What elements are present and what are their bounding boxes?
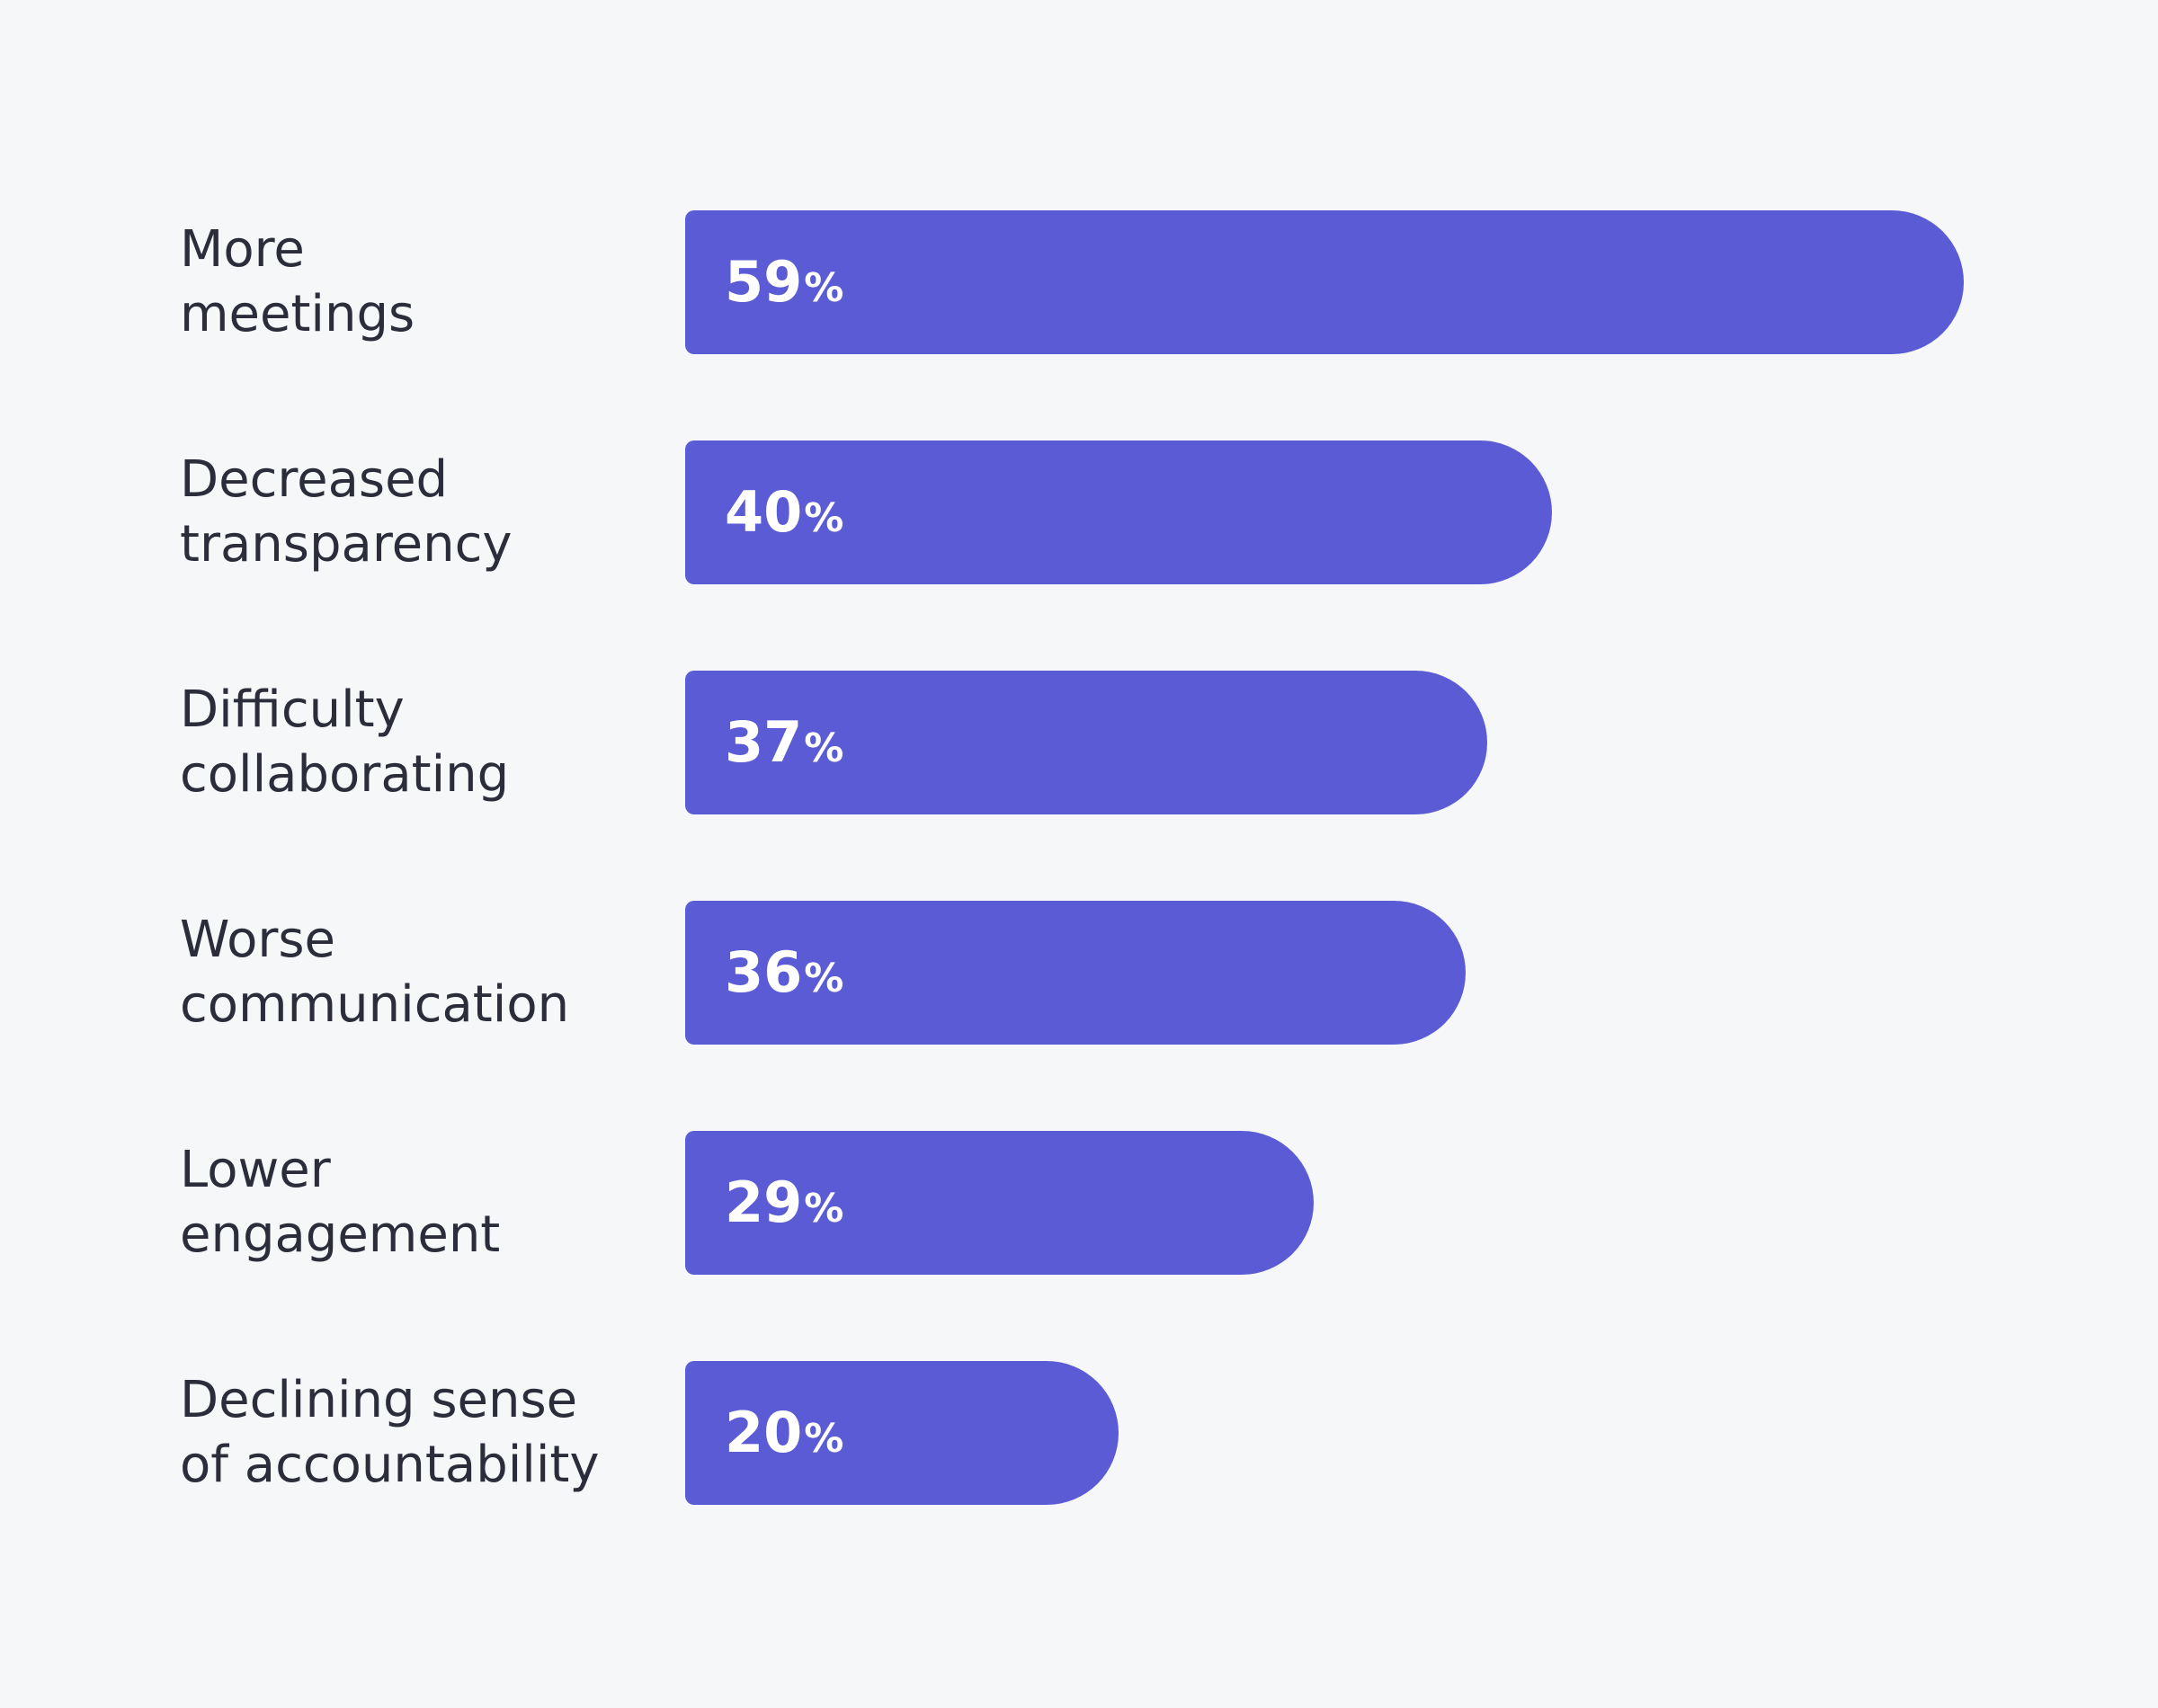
bar-value-label: 59%: [725, 210, 843, 354]
category-label-line: Difficulty: [180, 681, 405, 739]
category-label-line: communication: [180, 975, 570, 1034]
category-label-line: collaborating: [180, 745, 510, 804]
bar-value-number: 20: [725, 1400, 803, 1465]
category-label-line: Decreased: [180, 450, 449, 509]
bar-value-number: 36: [725, 939, 803, 1005]
bar: 36%: [685, 901, 1466, 1045]
bar: 37%: [685, 671, 1487, 814]
bar-value-label: 29%: [725, 1131, 843, 1275]
bar-value-number: 29: [725, 1170, 803, 1235]
category-label: More meetings: [180, 218, 647, 347]
category-label-line: engagement: [180, 1205, 501, 1264]
bar-value-number: 37: [725, 709, 803, 775]
category-label-line: of accountability: [180, 1436, 600, 1494]
category-label: Decreased transparency: [180, 448, 647, 577]
category-label-line: More: [180, 220, 305, 279]
percent-sign: %: [804, 956, 844, 1001]
category-label: Difficulty collaborating: [180, 678, 647, 807]
bar-value-label: 36%: [725, 901, 843, 1045]
bar-value-number: 59: [725, 249, 803, 315]
category-label-line: Worse: [180, 911, 336, 969]
percent-sign: %: [804, 265, 844, 311]
bar-value-label: 37%: [725, 671, 843, 814]
bar: 40%: [685, 440, 1552, 584]
bar: 59%: [685, 210, 1964, 354]
bar: 29%: [685, 1131, 1314, 1275]
bar: 20%: [685, 1361, 1119, 1505]
bar-value-number: 40: [725, 479, 803, 545]
percent-sign: %: [804, 725, 844, 771]
bar-value-label: 20%: [725, 1361, 843, 1505]
category-label: Declining sense of accountability: [180, 1368, 647, 1498]
percent-sign: %: [804, 495, 844, 541]
category-label-line: meetings: [180, 285, 415, 343]
category-label-line: Declining sense: [180, 1371, 578, 1429]
category-label-line: transparency: [180, 515, 513, 574]
category-label: Lower engagement: [180, 1138, 647, 1268]
percent-sign: %: [804, 1186, 844, 1232]
category-label-line: Lower: [180, 1141, 331, 1199]
category-label: Worse communication: [180, 908, 647, 1037]
bar-value-label: 40%: [725, 440, 843, 584]
percent-sign: %: [804, 1416, 844, 1462]
